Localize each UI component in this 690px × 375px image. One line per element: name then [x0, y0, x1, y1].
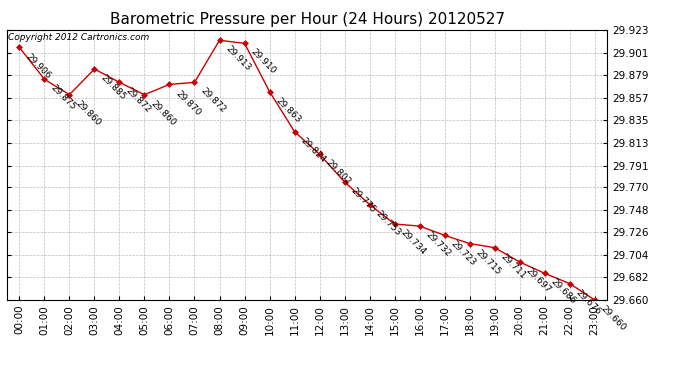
Text: 29.715: 29.715 — [474, 248, 502, 276]
Text: 29.753: 29.753 — [374, 209, 402, 237]
Text: 29.870: 29.870 — [174, 88, 202, 117]
Title: Barometric Pressure per Hour (24 Hours) 20120527: Barometric Pressure per Hour (24 Hours) … — [110, 12, 504, 27]
Text: 29.872: 29.872 — [124, 87, 152, 115]
Text: 29.872: 29.872 — [199, 87, 227, 115]
Text: 29.697: 29.697 — [524, 266, 553, 295]
Text: 29.723: 29.723 — [448, 240, 477, 268]
Text: Copyright 2012 Cartronics.com: Copyright 2012 Cartronics.com — [8, 33, 149, 42]
Text: 29.875: 29.875 — [48, 84, 77, 112]
Text: 29.676: 29.676 — [574, 288, 602, 316]
Text: 29.906: 29.906 — [23, 52, 52, 80]
Text: 29.824: 29.824 — [299, 136, 327, 164]
Text: 29.863: 29.863 — [274, 96, 302, 124]
Text: 29.860: 29.860 — [74, 99, 102, 128]
Text: 29.711: 29.711 — [499, 252, 527, 280]
Text: 29.686: 29.686 — [549, 278, 578, 306]
Text: 29.660: 29.660 — [599, 304, 627, 333]
Text: 29.775: 29.775 — [348, 186, 377, 215]
Text: 29.860: 29.860 — [148, 99, 177, 128]
Text: 29.913: 29.913 — [224, 44, 253, 73]
Text: 29.734: 29.734 — [399, 228, 427, 257]
Text: 29.732: 29.732 — [424, 230, 453, 259]
Text: 29.802: 29.802 — [324, 158, 353, 187]
Text: 29.910: 29.910 — [248, 48, 277, 76]
Text: 29.885: 29.885 — [99, 73, 127, 102]
